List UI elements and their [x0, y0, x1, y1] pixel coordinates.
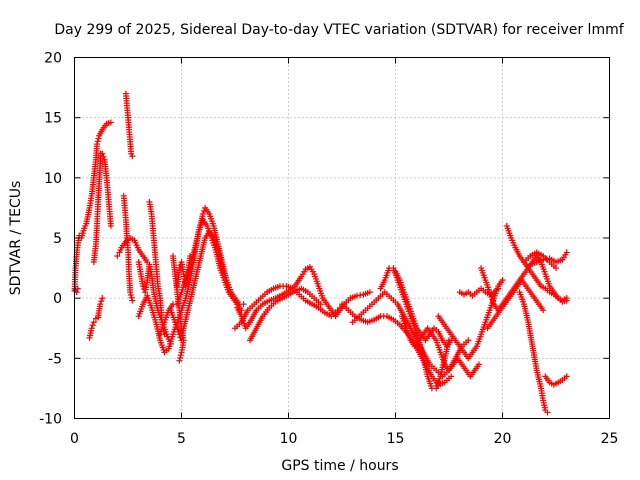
y-tick-label: 10: [44, 171, 62, 187]
data-point: [98, 298, 105, 305]
data-point: [177, 354, 184, 361]
data-point: [128, 294, 135, 301]
data-points: [71, 90, 570, 416]
data-point: [563, 249, 570, 256]
data-point: [499, 277, 506, 284]
data-point: [187, 253, 194, 260]
data-point: [129, 153, 136, 160]
data-point: [90, 319, 97, 326]
y-axis-label: SDTVAR / TECUs: [8, 181, 24, 296]
data-point: [178, 349, 185, 356]
x-tick-label: 10: [280, 431, 298, 447]
data-point: [366, 289, 373, 296]
data-point: [177, 352, 184, 359]
axis-ticks: [74, 57, 610, 419]
data-point: [176, 331, 183, 338]
data-point: [495, 285, 502, 292]
y-tick-label: 20: [44, 51, 62, 67]
y-tick-label: -5: [48, 351, 62, 367]
data-point: [544, 409, 551, 416]
x-tick-label: 20: [494, 431, 512, 447]
data-point: [114, 253, 121, 260]
y-tick-label: 0: [53, 291, 62, 307]
data-point: [139, 283, 146, 290]
data-point: [97, 301, 104, 308]
x-tick-labels: 0 5 10 15 20 25: [70, 431, 618, 447]
data-point: [127, 291, 134, 298]
data-point: [543, 256, 550, 263]
data-point: [240, 301, 247, 308]
data-point: [100, 153, 107, 160]
data-point: [563, 295, 570, 302]
data-point: [540, 307, 547, 314]
data-point: [357, 292, 364, 299]
chart-title: Day 299 of 2025, Sidereal Day-to-day VTE…: [54, 22, 624, 38]
x-tick-label: 25: [601, 431, 619, 447]
data-point: [465, 337, 472, 344]
data-point: [129, 297, 136, 304]
data-point: [176, 357, 183, 364]
data-point: [93, 141, 100, 148]
data-point: [199, 210, 206, 217]
data-point: [99, 150, 106, 157]
data-point: [317, 301, 324, 308]
data-point: [89, 322, 96, 329]
data-point: [107, 119, 114, 126]
data-point: [353, 292, 360, 299]
x-axis-label: GPS time / hours: [281, 458, 398, 474]
data-point: [88, 325, 95, 332]
data-point: [99, 295, 106, 302]
data-point: [563, 373, 570, 380]
data-point: [74, 285, 81, 292]
data-point: [553, 265, 559, 272]
x-tick-label: 5: [177, 431, 186, 447]
data-point: [227, 289, 234, 296]
x-tick-label: 0: [70, 431, 79, 447]
data-point: [95, 135, 102, 142]
y-tick-label: 5: [53, 231, 62, 247]
y-tick-label: -10: [39, 412, 62, 428]
y-tick-labels: -10 -5 0 5 10 15 20: [39, 51, 62, 428]
y-tick-label: 15: [44, 111, 62, 127]
data-point: [176, 265, 183, 272]
data-point: [127, 289, 134, 296]
data-point: [448, 373, 455, 380]
data-point: [94, 138, 101, 145]
x-tick-label: 15: [387, 431, 405, 447]
data-point: [107, 222, 114, 229]
data-point: [475, 361, 482, 368]
